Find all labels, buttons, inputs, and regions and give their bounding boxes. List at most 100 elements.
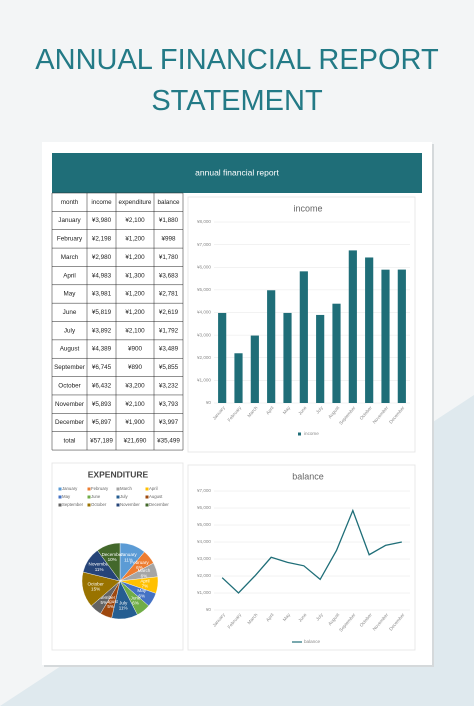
legend-label: October — [91, 502, 107, 507]
x-tick-label: July — [315, 612, 325, 622]
bar — [299, 271, 308, 403]
banner-text: annual financial report — [195, 167, 279, 177]
y-tick-label: ¥3,000 — [197, 332, 211, 337]
table-cell: ¥3,997 — [159, 419, 179, 426]
table-cell: ¥3,200 — [125, 382, 145, 389]
table-cell: ¥4,389 — [92, 346, 112, 353]
slice-name: April — [140, 578, 149, 583]
slice-name: July — [119, 600, 128, 605]
income-box — [187, 196, 416, 453]
legend-swatch — [298, 432, 301, 436]
legend-label: March — [120, 486, 133, 491]
banner — [52, 153, 422, 193]
x-tick-label: May — [282, 405, 292, 415]
title-box: ANNUAL FINANCIAL REPORT STATEMENT — [35, 44, 439, 117]
table-cell: ¥4,983 — [92, 272, 112, 279]
slice-label: 10% — [108, 557, 117, 562]
table-cell: ¥3,892 — [92, 327, 112, 334]
bar — [381, 269, 390, 403]
table-cell: ¥2,980 — [92, 254, 112, 261]
table-cell: ¥2,198 — [92, 236, 112, 243]
x-tick-label: May — [282, 612, 292, 622]
slice-label: 7% — [142, 584, 149, 589]
legend-label: May — [62, 494, 71, 499]
table-cell: ¥3,981 — [92, 291, 112, 298]
table-cell: August — [60, 346, 80, 353]
slice-label: 6% — [132, 601, 139, 606]
legend-label: November — [120, 502, 140, 507]
slice-label: 5% — [107, 604, 114, 609]
table-cell: ¥1,792 — [159, 327, 179, 334]
legend-swatch — [145, 495, 149, 499]
legend-swatch — [116, 495, 120, 499]
bar — [348, 250, 357, 403]
chart-title: EXPENDITURE — [88, 469, 149, 479]
legend-swatch — [58, 495, 62, 499]
table-cell: ¥1,880 — [159, 217, 179, 224]
table-cell: ¥1,200 — [125, 291, 145, 298]
table-cell: ¥21,690 — [124, 438, 147, 445]
table-cell: ¥1,780 — [159, 254, 179, 261]
page-title: ANNUAL FINANCIAL REPORT STATEMENT — [35, 44, 439, 117]
y-tick-label: ¥5,000 — [197, 522, 211, 527]
y-tick-label: ¥2,000 — [197, 573, 211, 578]
x-tick-label: June — [297, 612, 308, 623]
table-cell: ¥1,200 — [125, 254, 145, 261]
legend-label: income — [304, 431, 319, 436]
balance-box — [187, 464, 416, 651]
slice-label: 11% — [119, 606, 128, 611]
legend-swatch — [87, 503, 91, 507]
table-cell: ¥2,619 — [159, 309, 179, 316]
legend-swatch — [87, 487, 91, 491]
y-tick-label: ¥1,000 — [197, 378, 211, 383]
legend-label: August — [149, 494, 163, 499]
bar — [365, 257, 374, 403]
table-cell: ¥2,100 — [125, 217, 145, 224]
pie-box — [51, 462, 184, 651]
table-cell: January — [58, 217, 81, 224]
y-tick-label: ¥7,000 — [197, 242, 211, 247]
x-tick-label: July — [315, 405, 325, 415]
x-tick-label: June — [297, 405, 308, 416]
table-cell: October — [58, 382, 80, 389]
table-cell: ¥35,499 — [157, 438, 180, 445]
y-tick-label: ¥3,000 — [197, 556, 211, 561]
legend-label: July — [120, 494, 128, 499]
x-tick-label: April — [265, 405, 275, 415]
table-header: month — [61, 199, 79, 206]
table-cell: April — [63, 272, 76, 279]
slice-name: June — [131, 595, 141, 600]
bar — [234, 353, 243, 403]
legend-swatch — [116, 487, 120, 491]
slice-name: October — [87, 582, 104, 587]
legend-swatch — [145, 487, 149, 491]
table-cell: ¥1,900 — [125, 419, 145, 426]
table-cell: ¥57,189 — [90, 438, 113, 445]
chart-title: income — [293, 203, 322, 213]
table-cell: ¥5,819 — [92, 309, 112, 316]
table-cell: June — [63, 309, 77, 316]
legend-swatch — [116, 503, 120, 507]
legend-label: June — [91, 494, 101, 499]
slice-label: 11% — [95, 567, 104, 572]
table-cell: ¥5,893 — [92, 401, 112, 408]
chart-title: balance — [292, 471, 324, 481]
slice-name: August — [104, 599, 119, 604]
table-cell: ¥6,745 — [92, 364, 112, 371]
table-cell: ¥6,432 — [92, 382, 112, 389]
slice-name: September — [93, 595, 116, 600]
table-cell: February — [57, 236, 83, 243]
y-tick-label: ¥5,000 — [197, 287, 211, 292]
table-cell: July — [64, 327, 76, 334]
slice-name: November — [89, 562, 111, 567]
slice-name: February — [130, 560, 149, 565]
y-tick-label: ¥0 — [206, 607, 212, 612]
legend-label: April — [149, 486, 158, 491]
slice-label: 11% — [124, 557, 133, 562]
table-cell: ¥3,980 — [92, 217, 112, 224]
table-cell: ¥890 — [128, 364, 143, 371]
table-header: balance — [157, 199, 180, 206]
slice-label: 15% — [91, 587, 100, 592]
